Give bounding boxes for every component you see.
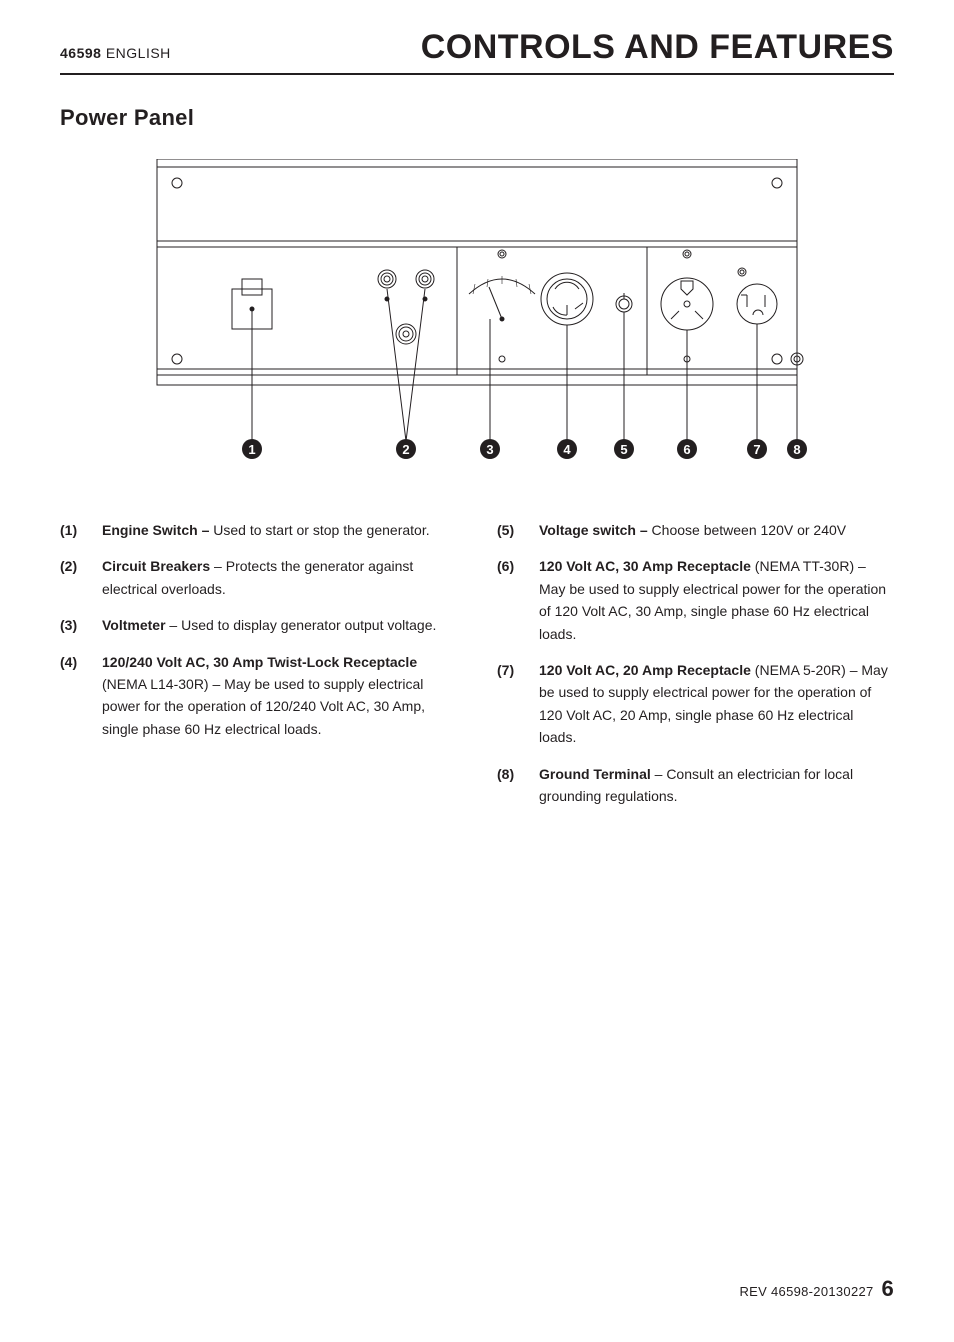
doc-lang: ENGLISH [106,45,171,61]
svg-text:2: 2 [402,442,409,457]
item-lead: Ground Terminal [539,766,651,782]
page-number: 6 [881,1276,894,1301]
item-body: 120/240 Volt AC, 30 Amp Twist-Lock Recep… [102,651,457,741]
callout-1: 1 [242,309,262,459]
item-number: (3) [60,614,102,636]
page-title: CONTROLS AND FEATURES [421,28,894,67]
list-item: (3)Voltmeter – Used to display generator… [60,614,457,636]
item-lead: Engine Switch – [102,522,213,538]
left-column: (1)Engine Switch – Used to start or stop… [60,519,457,821]
item-lead: Voltmeter [102,617,166,633]
power-panel-diagram: 1 2 3 4 5 6 7 8 [60,159,894,469]
item-lead: Circuit Breakers [102,558,210,574]
item-body: 120 Volt AC, 30 Amp Receptacle (NEMA TT-… [539,555,894,645]
item-body: Engine Switch – Used to start or stop th… [102,519,457,541]
list-item: (2)Circuit Breakers – Protects the gener… [60,555,457,600]
list-item: (8)Ground Terminal – Consult an electric… [497,763,894,808]
doc-code: 46598 ENGLISH [60,45,171,61]
svg-text:7: 7 [753,442,760,457]
item-body: Ground Terminal – Consult an electrician… [539,763,894,808]
item-number: (6) [497,555,539,645]
panel-svg: 1 2 3 4 5 6 7 8 [97,159,857,469]
svg-text:4: 4 [563,442,571,457]
item-number: (1) [60,519,102,541]
item-lead: 120 Volt AC, 20 Amp Receptacle [539,662,751,678]
list-item: (1)Engine Switch – Used to start or stop… [60,519,457,541]
svg-text:3: 3 [486,442,493,457]
item-text: (NEMA L14-30R) – May be used to supply e… [102,676,425,737]
item-number: (7) [497,659,539,749]
callout-2: 2 [387,289,425,459]
item-text: Choose between 120V or 240V [652,522,847,538]
doc-code-number: 46598 [60,45,101,61]
section-title: Power Panel [60,105,894,131]
item-number: (4) [60,651,102,741]
item-number: (5) [497,519,539,541]
rev-code: REV 46598-20130227 [739,1284,873,1299]
list-item: (5)Voltage switch – Choose between 120V … [497,519,894,541]
item-number: (2) [60,555,102,600]
callout-4: 4 [557,325,577,459]
item-body: Voltmeter – Used to display generator ou… [102,614,457,636]
list-item: (6)120 Volt AC, 30 Amp Receptacle (NEMA … [497,555,894,645]
callout-6: 6 [677,330,697,459]
item-lead: 120/240 Volt AC, 30 Amp Twist-Lock Recep… [102,654,417,670]
item-body: Voltage switch – Choose between 120V or … [539,519,894,541]
item-lead: 120 Volt AC, 30 Amp Receptacle [539,558,751,574]
footer: REV 46598-20130227 6 [739,1276,894,1302]
description-columns: (1)Engine Switch – Used to start or stop… [60,519,894,821]
item-body: 120 Volt AC, 20 Amp Receptacle (NEMA 5-2… [539,659,894,749]
right-column: (5)Voltage switch – Choose between 120V … [497,519,894,821]
list-item: (7)120 Volt AC, 20 Amp Receptacle (NEMA … [497,659,894,749]
callout-3: 3 [480,319,500,459]
list-item: (4)120/240 Volt AC, 30 Amp Twist-Lock Re… [60,651,457,741]
page: 46598 ENGLISH CONTROLS AND FEATURES Powe… [0,0,954,1342]
item-text: – Used to display generator output volta… [166,617,437,633]
callout-8: 8 [787,365,807,459]
item-text: Used to start or stop the generator. [213,522,429,538]
callout-7: 7 [747,324,767,459]
svg-text:6: 6 [683,442,690,457]
item-lead: Voltage switch – [539,522,652,538]
item-body: Circuit Breakers – Protects the generato… [102,555,457,600]
svg-text:8: 8 [793,442,800,457]
header: 46598 ENGLISH CONTROLS AND FEATURES [60,28,894,75]
svg-text:5: 5 [620,442,627,457]
item-number: (8) [497,763,539,808]
svg-text:1: 1 [248,442,255,457]
